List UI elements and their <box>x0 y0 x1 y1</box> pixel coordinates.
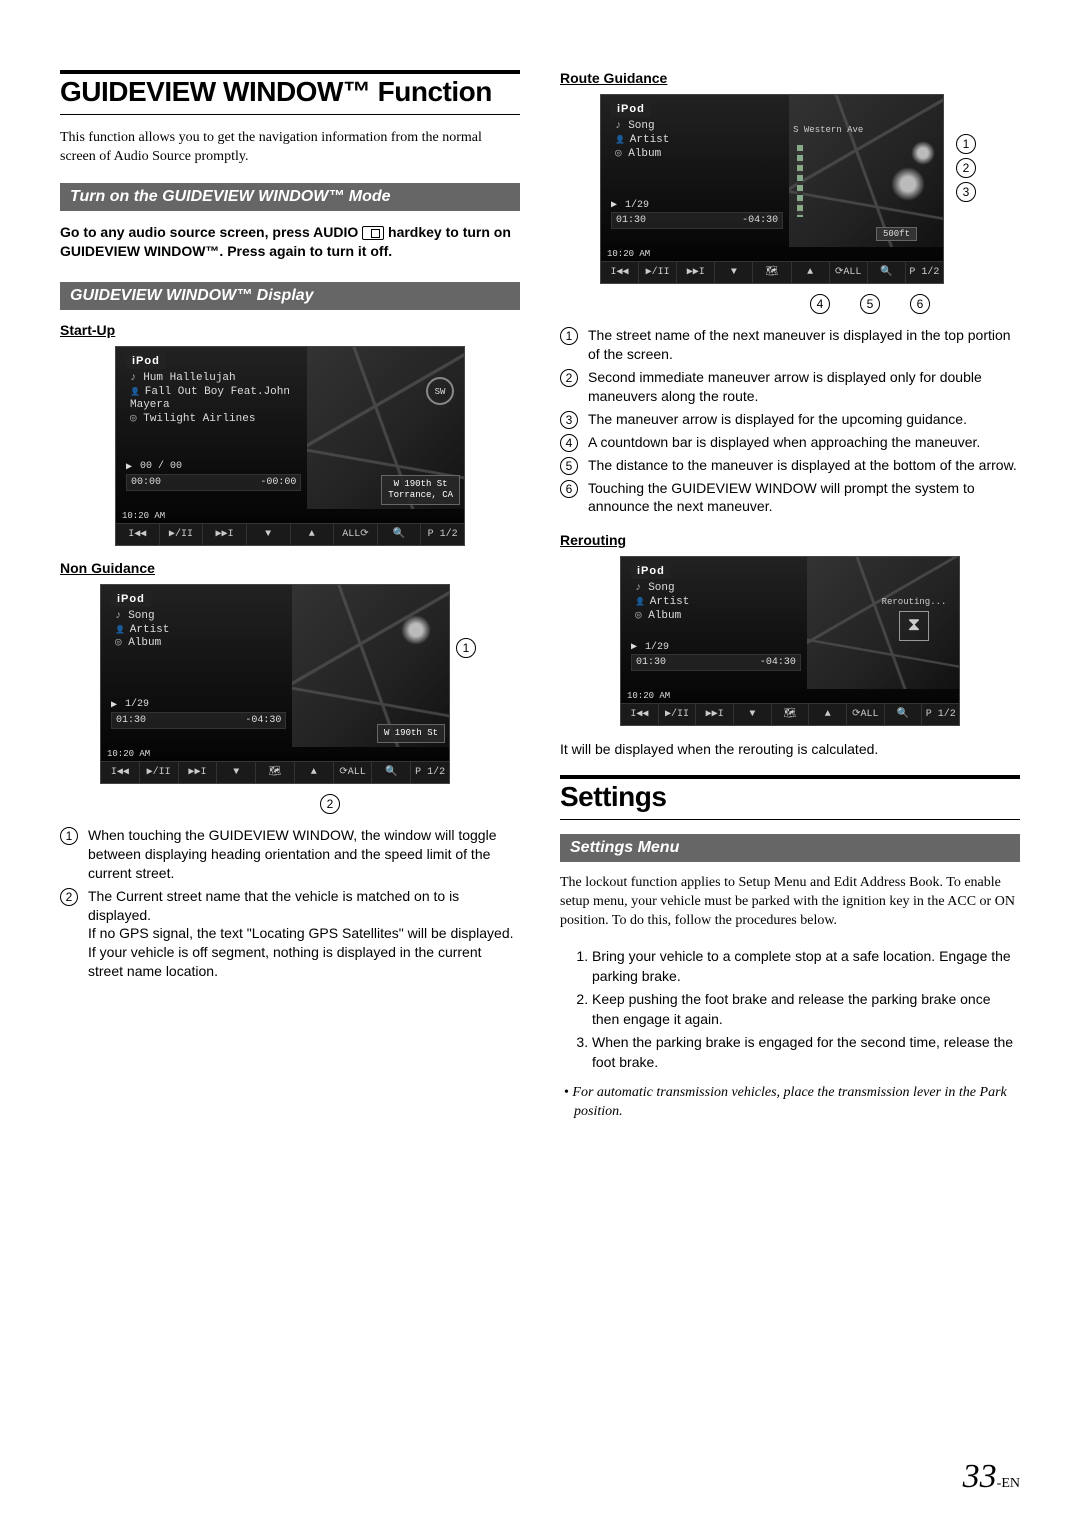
btn-play[interactable]: ▶/II <box>160 524 204 545</box>
btn-prev[interactable]: I◀◀ <box>116 524 160 545</box>
nonguidance-label: Non Guidance <box>60 560 520 576</box>
turn-on-pre: Go to any audio source screen, press AUD… <box>60 224 362 240</box>
startup-device: iPod Hum Hallelujah Fall Out Boy Feat.Jo… <box>115 346 465 546</box>
guideview-intro: This function allows you to get the navi… <box>60 129 520 167</box>
audio-hardkey-icon <box>362 226 384 240</box>
btn-up[interactable]: ▲ <box>291 524 335 545</box>
startup-bottom-bar: I◀◀ ▶/II ▶▶I ▼ ▲ ALL⟳ 🔍 P 1/2 <box>116 523 464 545</box>
ng-item1: When touching the GUIDEVIEW WINDOW, the … <box>88 826 520 883</box>
step-1: Bring your vehicle to a complete stop at… <box>592 947 1020 986</box>
ng-item2: The Current street name that the vehicle… <box>88 887 520 981</box>
settings-menu-heading: Settings Menu <box>560 834 1020 862</box>
settings-title: Settings <box>560 775 1020 820</box>
startup-t2: -00:00 <box>260 477 296 488</box>
btn-search[interactable]: 🔍 <box>378 524 422 545</box>
btn-next[interactable]: ▶▶I <box>203 524 247 545</box>
rc5: 5 <box>860 294 880 314</box>
callout-1: 1 <box>456 638 476 658</box>
route-device: iPod Song Artist Album ▶1/29 01:30-04:30… <box>600 94 944 284</box>
callout-2: 2 <box>320 794 340 814</box>
btn-page[interactable]: P 1/2 <box>421 524 464 545</box>
ng-song: Song <box>115 610 288 624</box>
hourglass-icon: ⧗ <box>899 611 929 641</box>
route-dist: 500ft <box>876 227 917 241</box>
startup-clock: 10:20 AM <box>116 509 464 523</box>
startup-artist: Fall Out Boy Feat.John Mayera <box>130 386 303 414</box>
compass-icon: SW <box>426 377 454 405</box>
reroute-caption: It will be displayed when the rerouting … <box>560 740 1020 759</box>
settings-note: For automatic transmission vehicles, pla… <box>574 1084 1020 1122</box>
ng-clock: 10:20 AM <box>101 747 449 761</box>
startup-street: W 190th St Torrance, CA <box>381 475 460 505</box>
reroute-label: Rerouting <box>560 532 1020 548</box>
device-brand: iPod <box>111 591 151 607</box>
turn-on-heading: Turn on the GUIDEVIEW WINDOW™ Mode <box>60 183 520 211</box>
settings-intro: The lockout function applies to Setup Me… <box>560 874 1020 931</box>
rc1: 1 <box>956 134 976 154</box>
rc3: 3 <box>956 182 976 202</box>
ng-counter: 1/29 <box>125 699 149 710</box>
startup-song: Hum Hallelujah <box>130 372 303 386</box>
startup-t1: 00:00 <box>131 477 161 488</box>
step-3: When the parking brake is engaged for th… <box>592 1033 1020 1072</box>
reroute-badge: Rerouting... ⧗ <box>879 597 949 641</box>
right-column: Route Guidance iPod Song Artist Album ▶1… <box>560 70 1020 1122</box>
btn-all[interactable]: ALL⟳ <box>334 524 378 545</box>
left-column: GUIDEVIEW WINDOW™ Function This function… <box>60 70 520 1122</box>
play-icon: ▶ <box>126 461 132 473</box>
page-number: 33-EN <box>963 1458 1020 1496</box>
display-heading: GUIDEVIEW WINDOW™ Display <box>60 282 520 310</box>
page-columns: GUIDEVIEW WINDOW™ Function This function… <box>60 70 1020 1122</box>
startup-label: Start-Up <box>60 322 520 338</box>
startup-album: Twilight Airlines <box>130 413 303 427</box>
rc2: 2 <box>956 158 976 178</box>
step-2: Keep pushing the foot brake and release … <box>592 990 1020 1029</box>
ng-artist: Artist <box>115 624 288 638</box>
turn-on-text: Go to any audio source screen, press AUD… <box>60 223 520 262</box>
nonguidance-device: iPod Song Artist Album ▶1/29 01:30-04:30… <box>100 584 450 784</box>
route-street-top: S Western Ave <box>793 125 939 135</box>
rc4: 4 <box>810 294 830 314</box>
startup-counter: 00 / 00 <box>140 461 182 472</box>
settings-steps: Bring your vehicle to a complete stop at… <box>592 947 1020 1073</box>
ng-album: Album <box>115 637 288 651</box>
device-brand: iPod <box>126 353 166 369</box>
ng-street: W 190th St <box>377 724 445 743</box>
route-list: 1The street name of the next maneuver is… <box>560 326 1020 516</box>
nonguidance-list: 1When touching the GUIDEVIEW WINDOW, the… <box>60 826 520 981</box>
route-label: Route Guidance <box>560 70 1020 86</box>
btn-down[interactable]: ▼ <box>247 524 291 545</box>
rc6: 6 <box>910 294 930 314</box>
reroute-device: iPod Song Artist Album ▶1/29 01:30-04:30… <box>620 556 960 726</box>
guideview-title: GUIDEVIEW WINDOW™ Function <box>60 70 520 115</box>
